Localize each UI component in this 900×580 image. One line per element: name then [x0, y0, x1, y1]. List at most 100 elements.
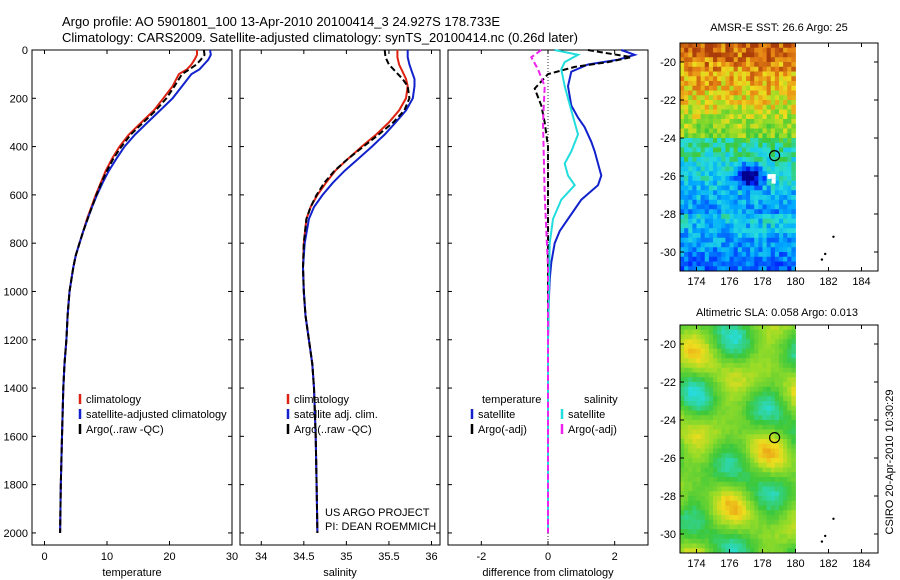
sst-map-cell [787, 228, 792, 234]
sst-map-cell [692, 261, 697, 267]
sst-map-cell [791, 190, 796, 196]
sst-map-cell [684, 85, 689, 91]
sst-map-cell [791, 119, 796, 125]
sst-map-cell [704, 114, 710, 120]
sla-map-lat-label: -28 [660, 491, 676, 503]
sla-map-cell [770, 453, 776, 459]
sla-map-cell [758, 377, 763, 383]
sst-map-cell [787, 185, 792, 191]
sla-map-cell [733, 486, 739, 492]
sla-map-cell [717, 334, 722, 340]
sst-map-cell [725, 76, 730, 82]
sst-map-cell [729, 190, 735, 196]
sla-map-cell [684, 386, 689, 392]
sst-map-cell [779, 209, 784, 215]
sst-map-cell [680, 190, 685, 196]
sla-map-cell [766, 372, 772, 378]
sst-map-cell [746, 218, 751, 224]
sla-map-cell [729, 348, 735, 354]
sst-map-cell [762, 47, 768, 53]
sla-map-cell [737, 534, 743, 540]
sla-map-cell [737, 424, 743, 430]
sst-map-cell [750, 204, 755, 210]
sst-map-cell [729, 123, 735, 129]
sst-map-cell [721, 252, 726, 258]
sla-map-cell [704, 443, 710, 449]
sst-map-cell [791, 204, 796, 210]
sla-map-cell [774, 367, 780, 373]
sst-map-cell [721, 247, 726, 253]
sla-map-cell [791, 548, 796, 553]
sla-map-cell [696, 491, 702, 497]
sst-map-cell [680, 66, 685, 72]
sla-map-cell [733, 382, 739, 388]
sst-map-cell [783, 138, 788, 144]
sla-map-cell [708, 548, 714, 553]
sla-map-cell [791, 329, 796, 335]
sla-map-cell [704, 538, 710, 544]
sst-map-cell [696, 237, 702, 243]
sst-map-cell [741, 138, 747, 144]
sst-map-cell [750, 138, 755, 144]
sst-map-cell [774, 81, 780, 87]
sla-map-cell [754, 401, 759, 407]
sst-map-cell [741, 104, 747, 110]
sst-map-cell [770, 104, 776, 110]
sla-map-cell [733, 344, 739, 350]
sst-map-cell [729, 180, 735, 186]
sla-map-cell [717, 500, 722, 506]
sst-map-cell [717, 142, 722, 148]
sla-map-cell [766, 534, 772, 540]
sla-map-cell [729, 543, 735, 549]
sla-map-cell [692, 448, 697, 454]
sla-map-cell [746, 481, 751, 487]
sst-map-cell [680, 104, 685, 110]
sla-map-cell [779, 439, 784, 445]
sla-map-cell [696, 486, 702, 492]
sst-map-cell [708, 166, 714, 172]
sst-map-cell [700, 176, 706, 182]
sla-map-cell [774, 462, 780, 468]
sst-map-cell [737, 104, 743, 110]
sla-map-cell [713, 510, 718, 516]
sst-map-cell [758, 266, 763, 271]
sla-map-cell [733, 510, 739, 516]
sla-map-cell [787, 396, 792, 402]
sla-map-cell [787, 448, 792, 454]
sla-map-cell [696, 377, 702, 383]
sla-map-cell [766, 401, 772, 407]
sla-map-cell [692, 505, 697, 511]
sst-map-cell [684, 195, 689, 201]
sst-map-cell [708, 90, 714, 96]
sst-map-cell [704, 133, 710, 139]
sla-map-cell [680, 481, 685, 487]
sst-map-cell [787, 209, 792, 215]
sla-map-cell [733, 462, 739, 468]
sla-map-cell [750, 348, 755, 354]
salinity-xlabel: salinity [323, 567, 357, 579]
sla-map-cell [791, 367, 796, 373]
sst-map-cell [741, 166, 747, 172]
sst-map-cell [717, 66, 722, 72]
sla-map-cell [725, 382, 730, 388]
temperature-legend-entry: climatology [86, 394, 142, 406]
sst-map-cell [762, 256, 768, 262]
sst-map-cell [754, 180, 759, 186]
sst-map-cell [741, 261, 747, 267]
sst-masked-cell [767, 174, 772, 179]
sst-map-cell [758, 95, 763, 101]
sla-map-cell [758, 510, 763, 516]
sst-map-cell [741, 123, 747, 129]
sst-map-cell [774, 233, 780, 239]
sst-map-cell [754, 76, 759, 82]
sla-map-cell [696, 363, 702, 369]
sst-map-cell [766, 204, 772, 210]
sla-map-cell [733, 496, 739, 502]
sst-map-cell [680, 100, 685, 106]
sla-map-cell [774, 443, 780, 449]
sst-map-cell [680, 71, 685, 77]
sla-map-cell [708, 519, 714, 525]
sla-map-cell [684, 344, 689, 350]
sla-map-cell [766, 415, 772, 421]
sst-map-cell [770, 66, 776, 72]
